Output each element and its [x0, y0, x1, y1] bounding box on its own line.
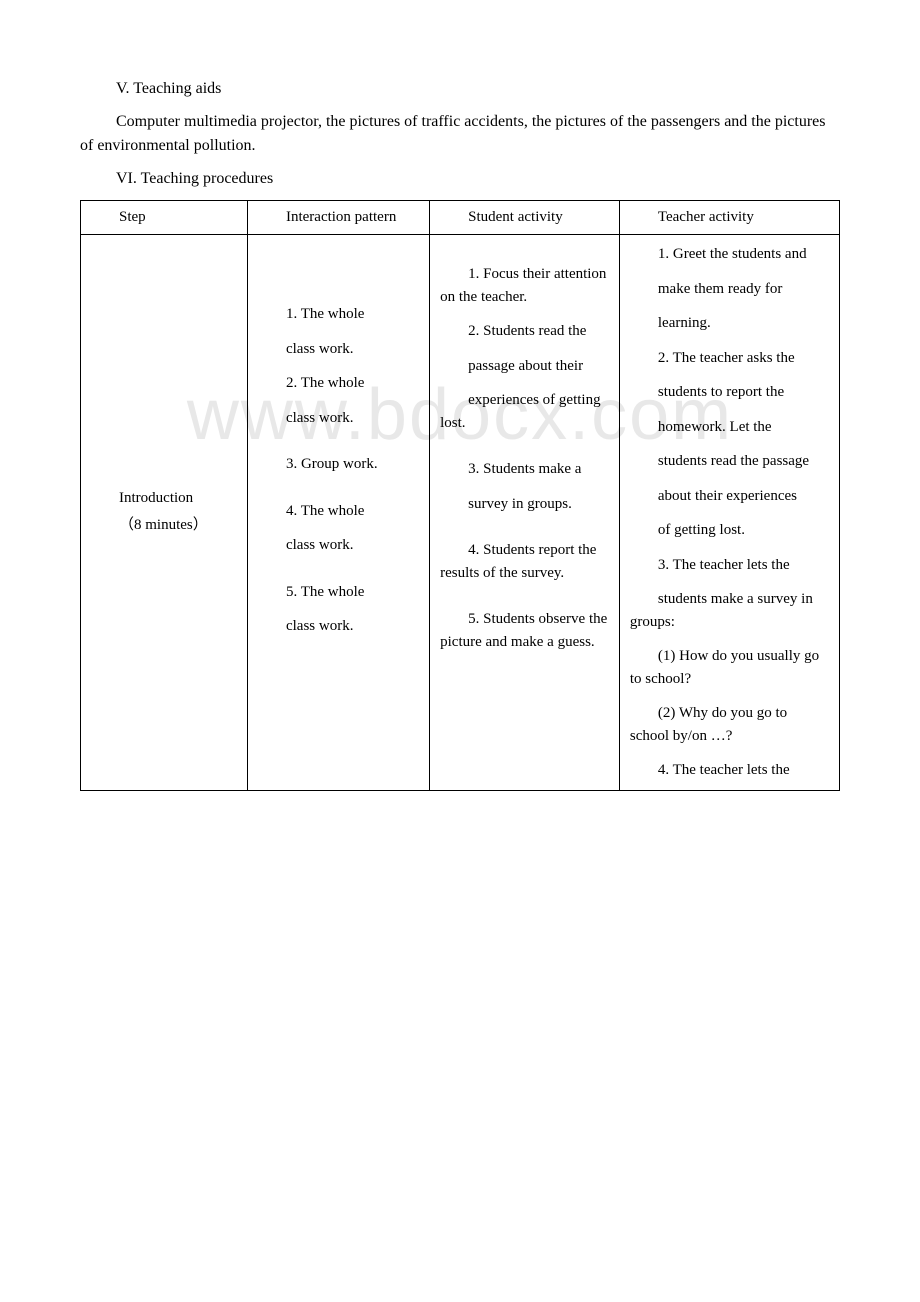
section-vi-heading: VI. Teaching procedures: [80, 170, 840, 188]
cell-student: 1. Focus their attention on the teacher.…: [430, 235, 620, 791]
cell-teacher: 1. Greet the students and make them read…: [619, 235, 839, 791]
table-header-row: Step Interaction pattern Student activit…: [81, 201, 840, 235]
header-interaction: Interaction pattern: [247, 201, 429, 235]
header-teacher: Teacher activity: [619, 201, 839, 235]
section-v-heading: V. Teaching aids: [80, 80, 840, 98]
teaching-procedures-table: Step Interaction pattern Student activit…: [80, 200, 840, 791]
header-student: Student activity: [430, 201, 620, 235]
table-data-row: Introduction （8 minutes） 1. The whole cl…: [81, 235, 840, 791]
document-content: V. Teaching aids Computer multimedia pro…: [80, 80, 840, 791]
header-step: Step: [81, 201, 248, 235]
cell-step: Introduction （8 minutes）: [81, 235, 248, 791]
section-v-paragraph: Computer multimedia projector, the pictu…: [80, 110, 840, 158]
cell-interaction: 1. The whole class work. 2. The whole cl…: [247, 235, 429, 791]
